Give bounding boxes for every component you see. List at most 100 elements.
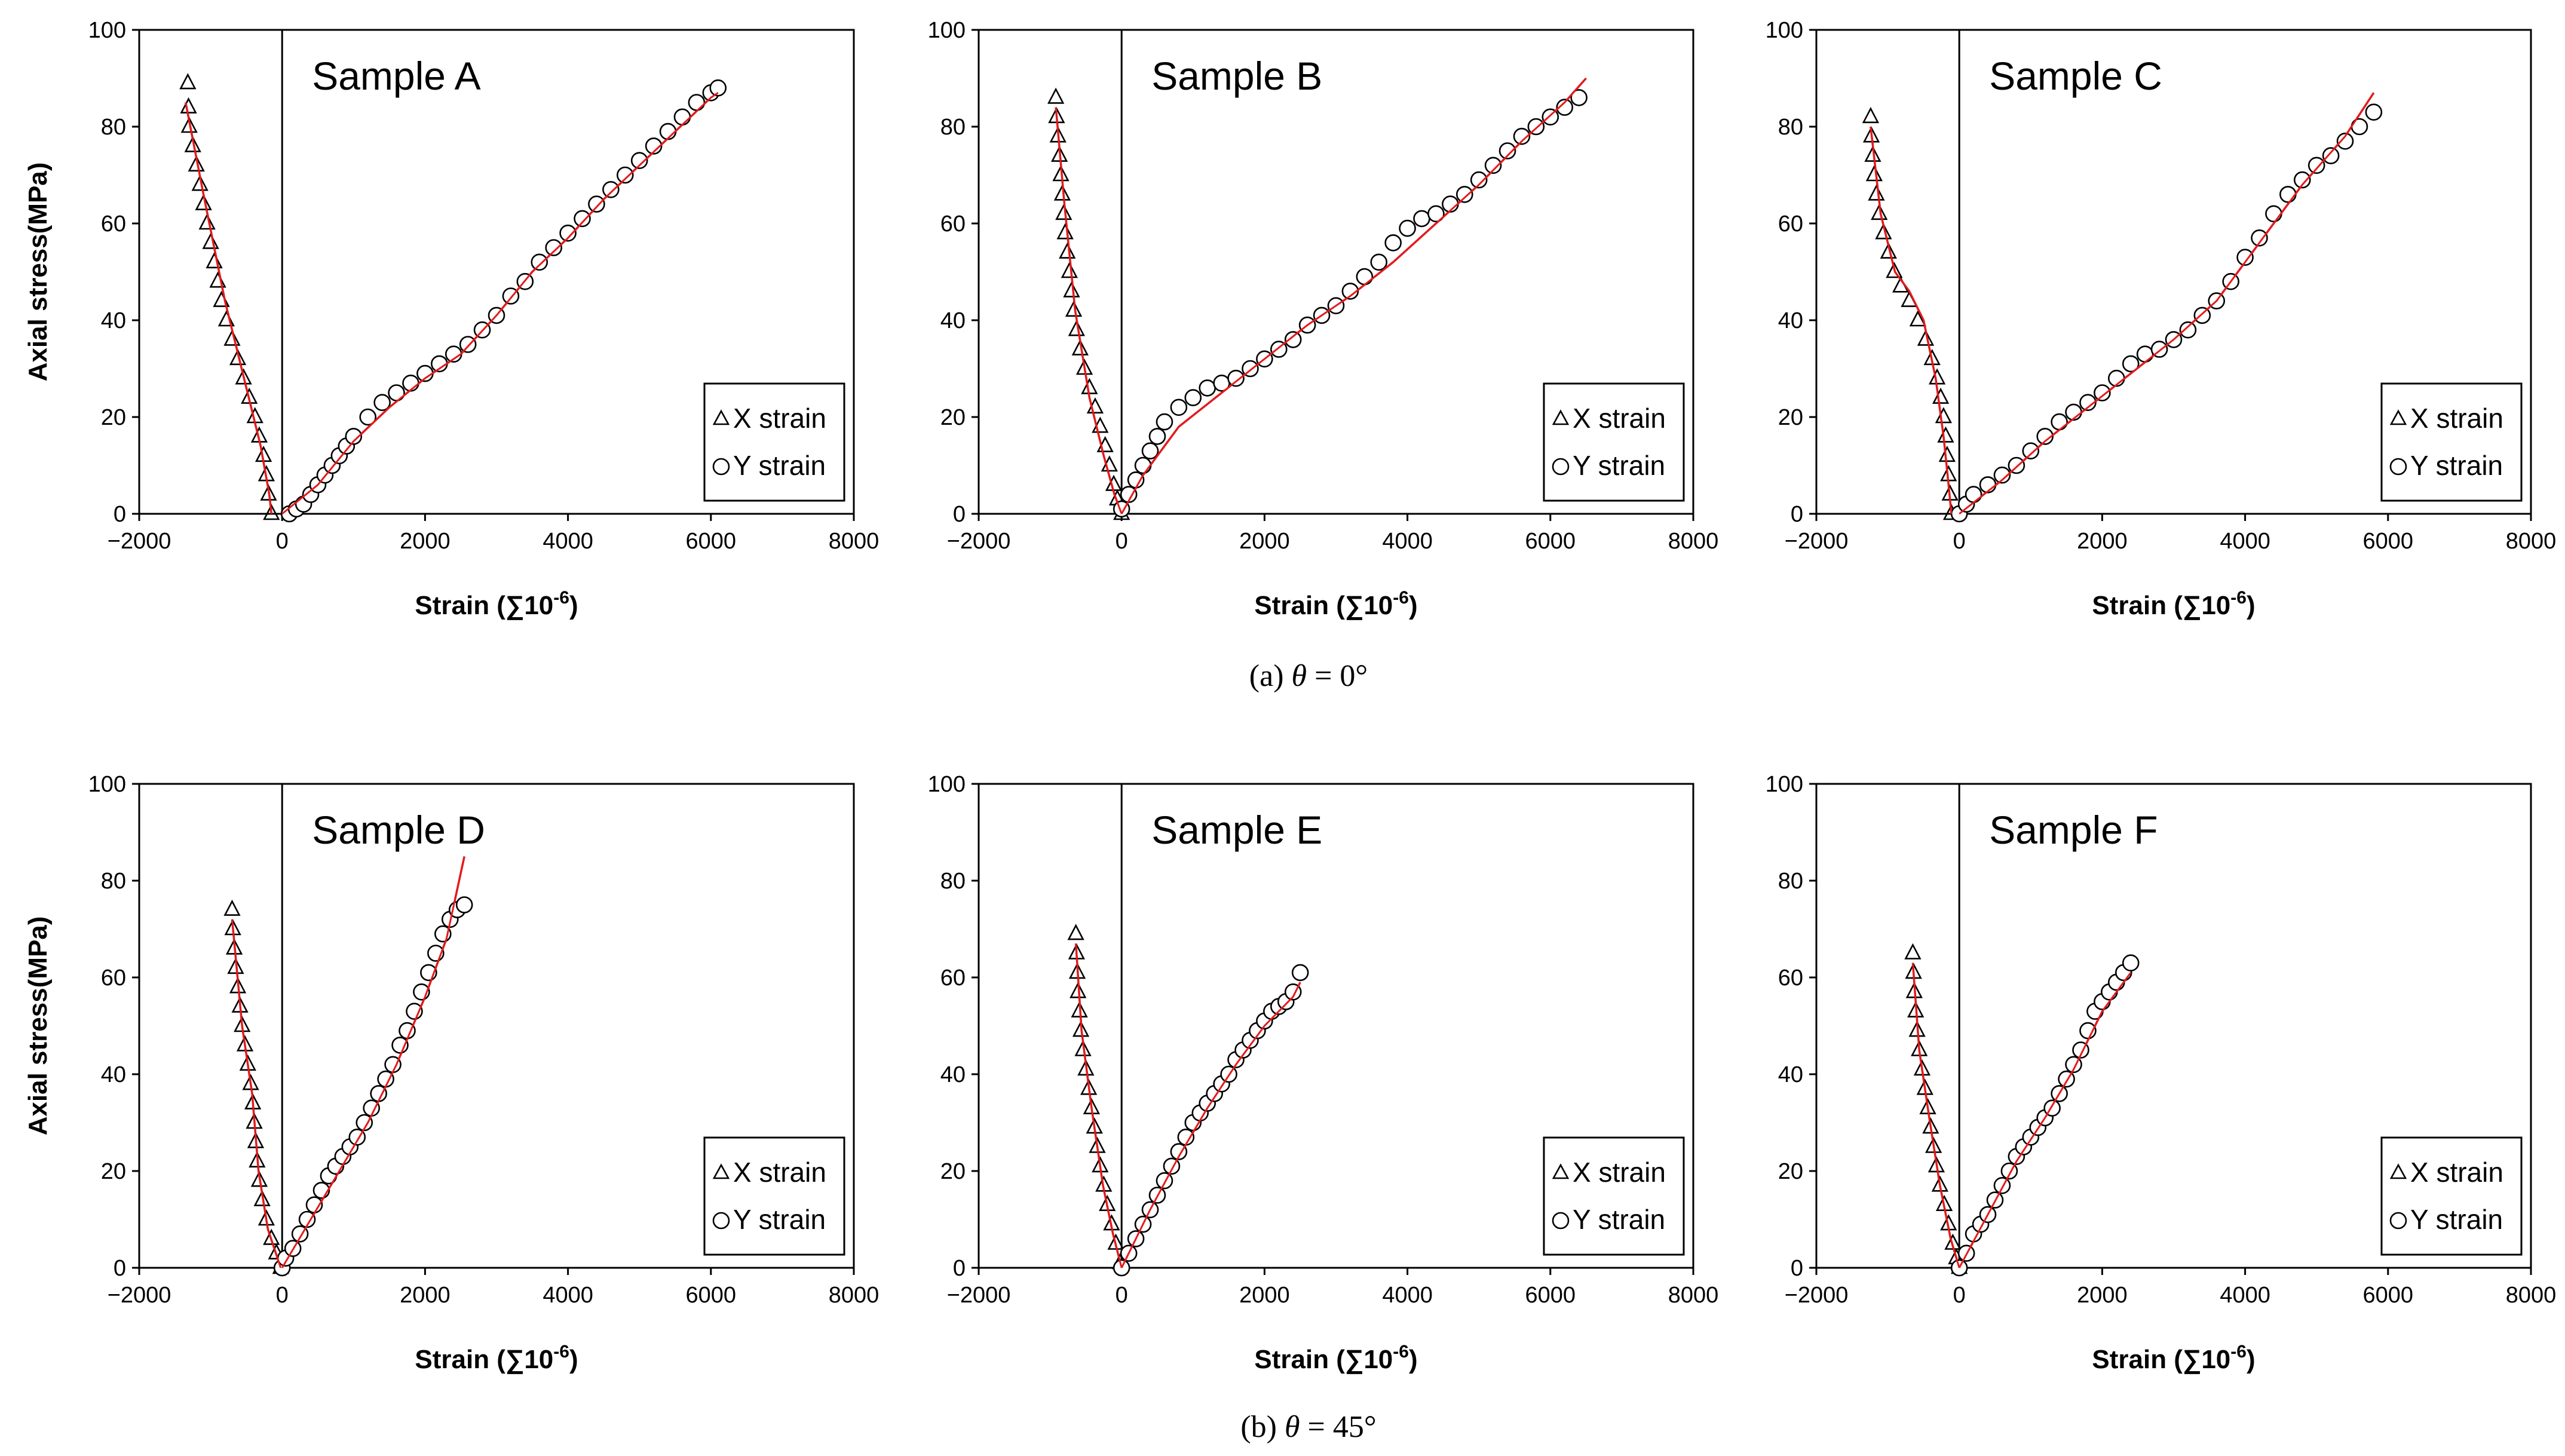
- y-tick-label: 40: [1778, 308, 1803, 333]
- y-tick-label: 20: [101, 1159, 126, 1184]
- x-strain-point: [1056, 223, 1074, 240]
- fit-curve-overlay: [1075, 943, 1123, 1268]
- y-strain-point: [402, 374, 419, 392]
- y-strain-point: [1170, 399, 1188, 416]
- y-strain-point: [1556, 99, 1574, 116]
- y-strain-point: [630, 152, 648, 170]
- y-tick-label: 80: [1778, 869, 1803, 894]
- x-strain-point: [1922, 1117, 1939, 1134]
- y-strain-point: [2251, 229, 2268, 247]
- x-strain-point: [1932, 387, 1950, 404]
- legend-label-x-strain: X strain: [733, 1157, 826, 1188]
- x-tick-label: −2000: [1785, 1283, 1849, 1308]
- y-strain-point: [1993, 466, 2011, 484]
- chart-panel-5: −2000 0 2000 4000 6000 8000020406080100Strain…: [928, 772, 1719, 1374]
- x-strain-point: [1871, 203, 1888, 220]
- x-strain-point: [1055, 203, 1072, 220]
- y-strain-point: [1134, 456, 1152, 474]
- x-tick-label: −2000: [947, 529, 1011, 554]
- y-strain-point: [1370, 253, 1388, 271]
- y-tick-label: 80: [940, 115, 966, 140]
- y-strain-point: [2051, 413, 2068, 431]
- y-strain-point: [1356, 268, 1374, 286]
- x-strain-point: [206, 252, 223, 269]
- panel-title: Sample F: [1989, 808, 2158, 852]
- x-strain-point: [1924, 1136, 1942, 1153]
- y-strain-point: [2236, 249, 2254, 266]
- y-strain-point: [1455, 186, 1473, 203]
- chart-panel-3: −2000 0 2000 4000 6000 8000020406080100Strain…: [1766, 18, 2557, 620]
- x-tick-label: 2000: [400, 529, 451, 554]
- legend-circle-icon: [712, 1212, 730, 1230]
- x-strain-point: [235, 368, 252, 385]
- y-strain-point: [1227, 369, 1245, 387]
- panel-title: Sample E: [1151, 808, 1322, 852]
- plot-frame: [977, 783, 1694, 1269]
- x-strain-point: [1071, 339, 1089, 355]
- y-tick-label: 80: [101, 115, 126, 140]
- x-strain-point: [1931, 1175, 1949, 1192]
- x-tick-label: 6000: [2363, 529, 2414, 554]
- x-tick-label: 4000: [543, 529, 593, 554]
- x-strain-point: [198, 213, 216, 230]
- y-tick-label: 60: [1778, 211, 1803, 237]
- x-strain-point: [1905, 982, 1923, 998]
- y-tick-label: 100: [1766, 772, 1803, 797]
- y-strain-point: [455, 896, 473, 914]
- legend-label-y-strain: Y strain: [733, 450, 826, 481]
- panel-title: Sample A: [312, 54, 481, 98]
- y-tick-label: 0: [953, 502, 966, 527]
- x-strain-point: [225, 938, 243, 955]
- y-strain-point: [1484, 157, 1502, 174]
- legend-triangle-icon: [712, 409, 730, 425]
- fit-curve-overlay: [1870, 126, 1953, 514]
- fit-curve-overlay: [1120, 78, 1587, 514]
- y-strain-point: [1413, 210, 1430, 228]
- x-strain-point: [1063, 281, 1080, 298]
- chart-panels: −2000 0 2000 4000 6000 8000020406080100Strain…: [23, 18, 2556, 1374]
- x-tick-label: 8000: [1668, 1283, 1719, 1308]
- x-tick-label: 2000: [2077, 529, 2128, 554]
- fit-curve: [231, 919, 282, 1268]
- y-strain-point: [1199, 379, 1216, 397]
- y-tick-label: 0: [114, 1256, 126, 1281]
- x-tick-label: 8000: [829, 529, 879, 554]
- fit-curve-overlay: [1912, 963, 1960, 1268]
- x-strain-point: [1886, 262, 1903, 278]
- x-tick-label: −2000: [1785, 529, 1849, 554]
- legend-label-y-strain: Y strain: [1573, 450, 1665, 481]
- y-strain-point: [2293, 171, 2311, 189]
- y-strain-point: [531, 253, 548, 271]
- x-tick-label: 2000: [1239, 1283, 1290, 1308]
- plot-frame: [138, 783, 855, 1269]
- y-tick-label: 80: [1778, 115, 1803, 140]
- y-tick-label: 20: [101, 405, 126, 430]
- x-axis-title: Strain (∑10-6): [1254, 588, 1417, 620]
- x-strain-point: [1051, 145, 1068, 162]
- x-strain-point: [250, 1170, 268, 1187]
- y-tick-label: 100: [88, 772, 126, 797]
- x-strain-point: [227, 957, 244, 974]
- x-tick-label: −2000: [108, 1283, 171, 1308]
- y-strain-point: [1284, 331, 1302, 348]
- y-strain-point: [1527, 118, 1545, 136]
- y-strain-point: [2307, 157, 2325, 174]
- fit-curve-overlay: [281, 856, 465, 1268]
- legend-box: [2380, 1136, 2523, 1256]
- x-tick-label: −2000: [947, 1283, 1011, 1308]
- legend-circle-icon: [1552, 1212, 1570, 1230]
- y-strain-point: [1170, 1143, 1188, 1160]
- fit-curve: [1055, 107, 1123, 514]
- x-axis-title: Strain (∑10-6): [415, 1342, 578, 1374]
- x-strain-point: [263, 1228, 280, 1245]
- x-strain-point: [1059, 242, 1076, 259]
- x-tick-label: 2000: [400, 1283, 451, 1308]
- y-strain-point: [345, 428, 363, 445]
- legend: X strain Y strain: [2380, 1136, 2523, 1256]
- y-strain-point: [559, 224, 577, 242]
- legend: X strain Y strain: [1543, 382, 1685, 502]
- x-tick-label: 6000: [686, 529, 737, 554]
- y-tick-label: 80: [940, 869, 966, 894]
- legend-triangle-icon: [2389, 409, 2407, 425]
- y-strain-point: [2036, 428, 2054, 445]
